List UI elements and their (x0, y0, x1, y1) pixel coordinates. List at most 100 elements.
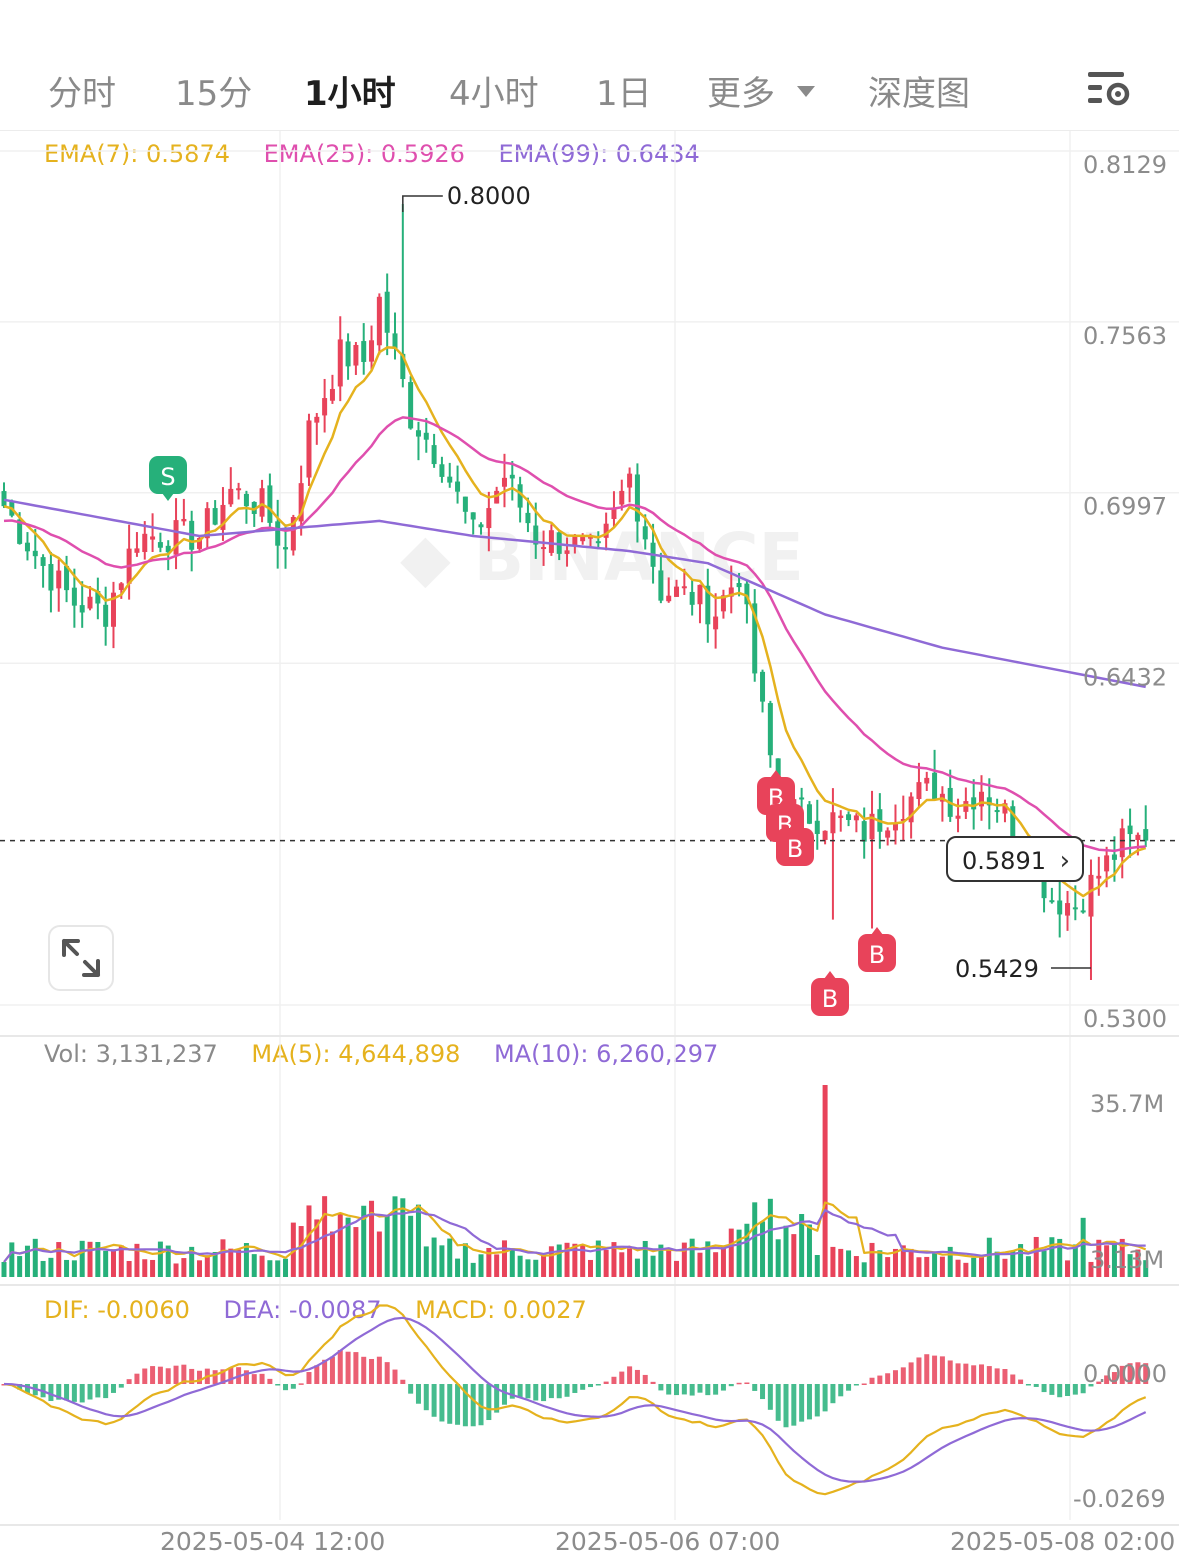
candle-body (713, 616, 719, 630)
volume-bar (533, 1259, 539, 1277)
candle-body (259, 488, 265, 517)
candle-body (322, 398, 328, 416)
candle-body (494, 490, 500, 504)
tab-timeline[interactable]: 分时 (48, 74, 116, 114)
volume-bar (556, 1244, 562, 1277)
candle-body (564, 550, 570, 554)
candle-body (204, 508, 210, 539)
candle-body (212, 508, 218, 525)
volume-bar (87, 1241, 93, 1277)
marker-badge (149, 456, 187, 494)
volume-bar (674, 1260, 680, 1277)
volume-bar (32, 1238, 38, 1277)
marker-pointer (779, 797, 791, 805)
volume-bar (619, 1252, 625, 1277)
volume-bar (1143, 1260, 1149, 1277)
chart-settings-icon[interactable] (1086, 68, 1132, 108)
macd-bar (157, 1366, 163, 1384)
volume-bar (728, 1228, 734, 1277)
candle (861, 807, 867, 859)
candle (963, 787, 969, 820)
tab-depth[interactable]: 深度图 (868, 74, 970, 114)
volume-bar (118, 1245, 124, 1277)
candle (329, 374, 335, 404)
candle-body (376, 296, 382, 346)
candle (110, 581, 116, 649)
expand-icon[interactable] (48, 925, 114, 991)
volume-bar (56, 1242, 62, 1277)
tab-15m[interactable]: 15分 (175, 74, 253, 114)
candle-body (681, 586, 687, 589)
dea-line (3, 1316, 1147, 1483)
volume-bar (267, 1260, 273, 1277)
volume-bar (760, 1221, 766, 1277)
macd-bar (126, 1379, 132, 1384)
volume-bar (1088, 1261, 1094, 1277)
candle-body (400, 353, 406, 380)
candle (64, 555, 70, 603)
volume-bar (939, 1256, 945, 1277)
candle-body (423, 432, 429, 440)
volume-bar (1080, 1217, 1086, 1277)
candle-body (517, 484, 523, 508)
candle (853, 813, 859, 833)
high-label: 0.8000 (447, 182, 531, 210)
volume-bar (392, 1196, 398, 1277)
candle-body (447, 476, 453, 483)
ema99-line (3, 498, 1146, 689)
dif-line (3, 1304, 1147, 1496)
volume-bar (986, 1237, 992, 1277)
candle-body (337, 339, 343, 387)
volume-bar (900, 1245, 906, 1277)
macd-bar (994, 1368, 1000, 1384)
volume-bar (846, 1250, 852, 1277)
candle (79, 581, 85, 628)
macd-bar (791, 1384, 797, 1426)
volume-bar (634, 1258, 640, 1277)
macd-bar (408, 1384, 414, 1394)
volume-bar (306, 1205, 312, 1277)
volume-bar (814, 1255, 820, 1277)
candle (87, 586, 93, 611)
macd-bar (814, 1384, 820, 1417)
macd-bar (752, 1384, 758, 1391)
candle (1143, 805, 1149, 847)
macd-bar (1065, 1384, 1071, 1397)
macd-bar (243, 1370, 249, 1384)
candle (431, 433, 437, 468)
tab-1d[interactable]: 1日 (596, 74, 652, 114)
macd-axis-label: 0.0000 (1083, 1360, 1167, 1388)
marker-pointer (789, 821, 801, 829)
candle (705, 568, 711, 643)
macd-bar (110, 1384, 116, 1393)
volume-bar (916, 1257, 922, 1277)
macd-bar (658, 1384, 664, 1391)
current-price-tag[interactable]: 0.5891 › (946, 836, 1084, 882)
candle-body (603, 523, 609, 538)
candle (595, 531, 601, 550)
tab-more[interactable]: 更多 (707, 66, 815, 115)
macd-bar (1080, 1384, 1086, 1394)
candle-body (760, 671, 766, 702)
volume-bar (752, 1202, 758, 1277)
candle (666, 577, 672, 603)
macd-bar (1057, 1384, 1063, 1398)
volume-bar (1, 1262, 7, 1277)
candle (415, 421, 421, 461)
candle (384, 273, 390, 356)
volume-bar (439, 1245, 445, 1277)
macd-bar (924, 1354, 930, 1384)
vol-ma10-line (3, 1208, 1146, 1263)
tab-1h[interactable]: 1小时 (304, 74, 396, 114)
macd-bar (846, 1384, 852, 1391)
macd-bar (541, 1384, 547, 1402)
volume-bar (1119, 1238, 1125, 1277)
macd-bar (376, 1356, 382, 1384)
macd-bar (79, 1384, 85, 1403)
candle-body (916, 782, 922, 799)
volume-bar (525, 1259, 531, 1277)
candle-body (275, 521, 281, 546)
macd-bar (24, 1384, 30, 1394)
tab-4h[interactable]: 4小时 (449, 74, 539, 114)
